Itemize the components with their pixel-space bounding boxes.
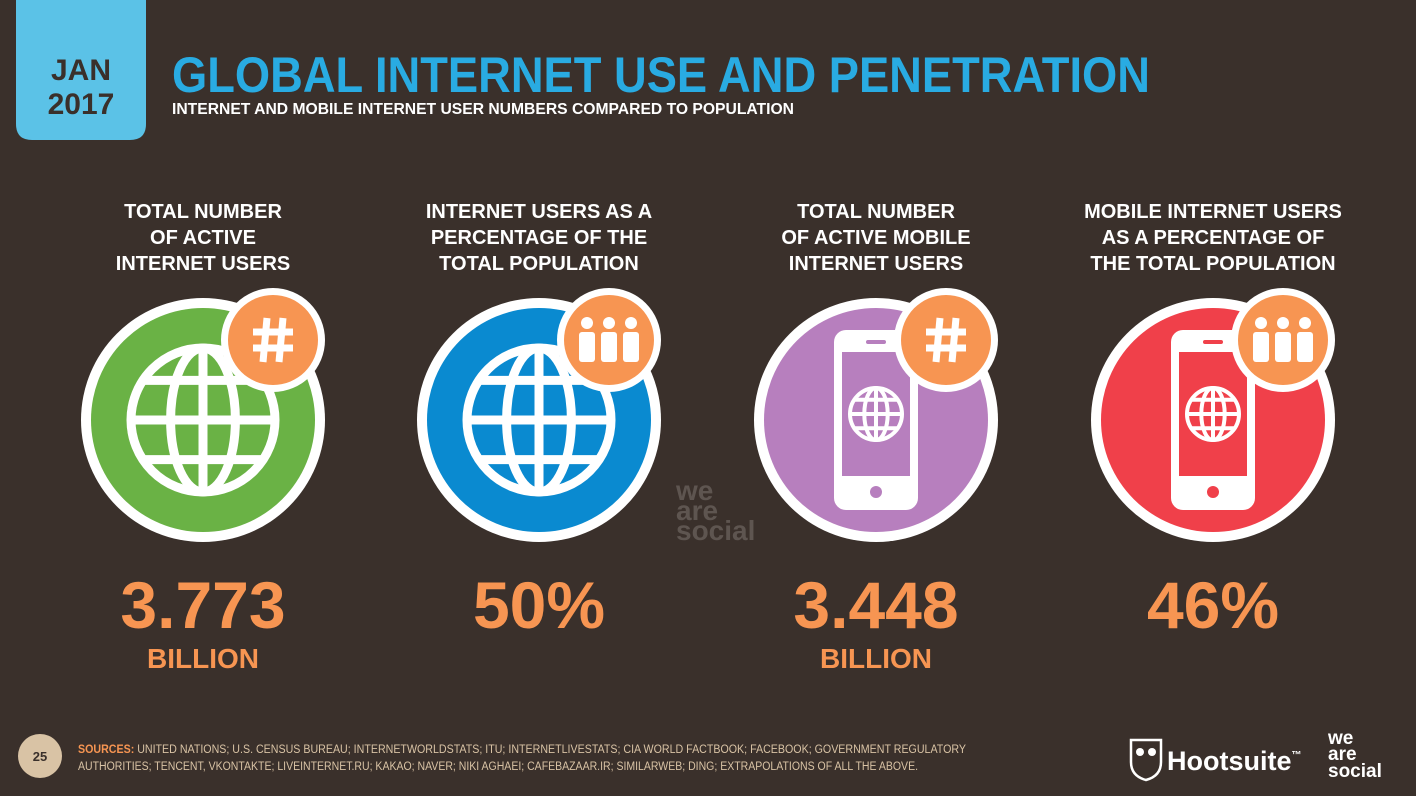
card-label: INTERNET USERS AS A <box>426 201 652 223</box>
watermark-line: are <box>676 495 718 526</box>
owl-icon <box>1129 738 1163 782</box>
watermark-line: we <box>675 475 713 506</box>
card-value: 46% <box>1147 568 1279 642</box>
sources-line: AUTHORITIES; TENCENT, VKONTAKTE; LIVEINT… <box>78 761 918 773</box>
watermark: we are social <box>675 475 755 546</box>
card-label: THE TOTAL POPULATION <box>1090 253 1335 275</box>
hootsuite-logo: Hootsuite™ <box>1129 738 1302 782</box>
tab-year: 2017 <box>48 88 115 121</box>
trademark: ™ <box>1292 750 1302 761</box>
person-head <box>625 317 637 329</box>
person-head <box>1299 317 1311 329</box>
hash-icon <box>948 317 960 363</box>
date-tab <box>16 0 146 140</box>
phone-button <box>870 486 882 498</box>
page-badge <box>18 734 62 778</box>
hash-icon <box>932 317 944 363</box>
phone-speaker <box>866 340 886 344</box>
card-label: TOTAL NUMBER <box>797 201 955 223</box>
card-value: 50% <box>473 568 605 642</box>
card: INTERNET USERS AS A PERCENTAGE OF THE TOTA… <box>417 201 661 642</box>
subtitle: INTERNET AND MOBILE INTERNET USER NUMBER… <box>172 101 794 118</box>
card-label: MOBILE INTERNET USERS <box>1084 201 1342 223</box>
phone-button <box>1207 486 1219 498</box>
person-head <box>603 317 615 329</box>
card-label: INTERNET USERS <box>116 253 290 275</box>
person-body <box>1253 332 1269 362</box>
card-label: AS A PERCENTAGE OF <box>1102 227 1325 249</box>
person-head <box>581 317 593 329</box>
logo-line: we <box>1327 728 1353 749</box>
card-value: 3.773 <box>120 568 285 642</box>
card-value: 3.448 <box>793 568 958 642</box>
badge <box>228 295 318 385</box>
card-label: TOTAL POPULATION <box>439 253 639 275</box>
person-body <box>1297 332 1313 362</box>
card-label: OF ACTIVE MOBILE <box>781 227 970 249</box>
owl-eye <box>1148 748 1156 756</box>
logo-line: are <box>1328 744 1357 765</box>
owl-eye <box>1136 748 1144 756</box>
person-body <box>601 332 617 362</box>
card-label: INTERNET USERS <box>789 253 963 275</box>
card: TOTAL NUMBER OF ACTIVE INTERNET USERS 3.773… <box>81 201 325 674</box>
sources-line: SOURCES: UNITED NATIONS; U.S. CENSUS BUR… <box>78 744 966 756</box>
phone-speaker <box>1203 340 1223 344</box>
card-unit: BILLION <box>147 643 259 674</box>
card-label: TOTAL NUMBER <box>124 201 282 223</box>
hash-icon <box>259 317 271 363</box>
tab-month: JAN <box>51 54 111 87</box>
sources-text: UNITED NATIONS; U.S. CENSUS BUREAU; INTE… <box>137 744 966 756</box>
cards: TOTAL NUMBER OF ACTIVE INTERNET USERS 3.773… <box>81 201 1342 674</box>
logo-line: social <box>1328 761 1382 782</box>
page-number: 25 <box>33 749 47 764</box>
sources-label: SOURCES: <box>78 744 134 756</box>
wearesocial-logo: we are social <box>1327 728 1382 782</box>
person-head <box>1255 317 1267 329</box>
hash-icon <box>275 317 287 363</box>
card: MOBILE INTERNET USERS AS A PERCENTAGE OF T… <box>1084 201 1342 642</box>
badge <box>901 295 991 385</box>
card: TOTAL NUMBER OF ACTIVE MOBILE INTERNET USE… <box>754 201 998 674</box>
person-body <box>1275 332 1291 362</box>
watermark-line: social <box>676 515 755 546</box>
card-unit: BILLION <box>820 643 932 674</box>
title: GLOBAL INTERNET USE AND PENETRATION <box>172 47 1150 103</box>
card-label: OF ACTIVE <box>150 227 256 249</box>
person-head <box>1277 317 1289 329</box>
card-label: PERCENTAGE OF THE <box>431 227 647 249</box>
hootsuite-name: Hootsuite <box>1167 746 1292 776</box>
hootsuite-text: Hootsuite™ <box>1167 746 1302 776</box>
person-body <box>623 332 639 362</box>
person-body <box>579 332 595 362</box>
